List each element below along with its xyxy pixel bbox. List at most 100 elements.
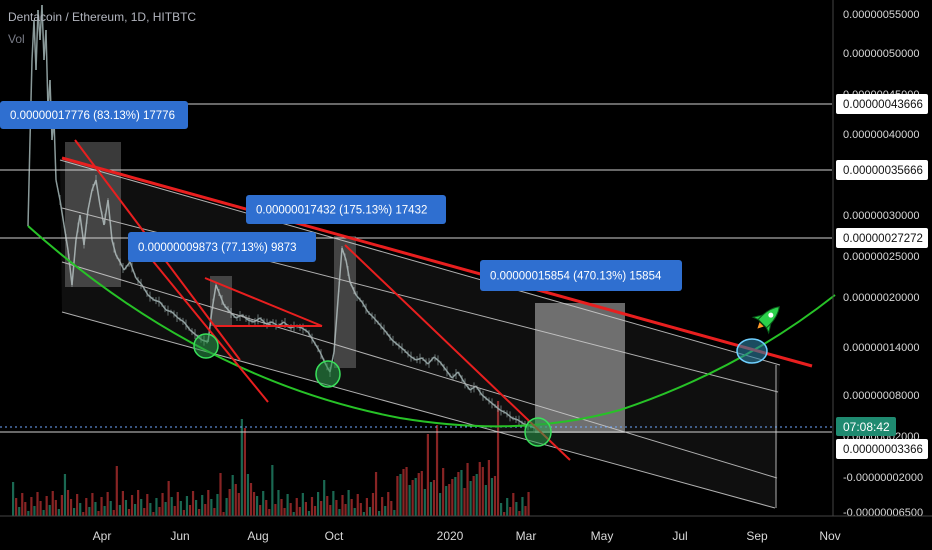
volume-bar xyxy=(435,425,439,516)
volume-bar xyxy=(42,510,45,516)
volume-bar xyxy=(97,511,100,516)
volume-bar xyxy=(347,490,350,516)
volume-bar xyxy=(442,468,445,516)
volume-bar xyxy=(518,511,521,516)
volume-bar xyxy=(426,434,429,516)
volume-bar xyxy=(30,497,33,516)
volume-bar xyxy=(88,507,91,516)
volume-bar xyxy=(146,494,149,516)
volume-bar xyxy=(350,499,353,516)
volume-bar xyxy=(231,475,234,516)
price-segment xyxy=(27,139,31,227)
price-segment xyxy=(35,9,39,71)
price-segment xyxy=(95,179,101,206)
volume-bar xyxy=(524,506,527,516)
triangle-line-top xyxy=(204,277,323,327)
touch-circle-2 xyxy=(315,360,341,388)
y-tick-label: 0.00000008000 xyxy=(843,390,919,402)
volume-bar xyxy=(249,483,253,516)
volume-bar xyxy=(219,473,222,516)
volume-bar xyxy=(79,503,82,516)
volume-bar xyxy=(66,490,70,516)
volume-bar xyxy=(289,503,292,516)
volume-bar xyxy=(191,491,195,516)
volume-bar xyxy=(320,501,323,516)
volume-bar xyxy=(304,502,307,516)
measurement-label-text: 0.00000017776 (83.13%) 17776 xyxy=(10,110,175,122)
volume-bar xyxy=(515,502,518,516)
volume-bar xyxy=(198,509,201,516)
volume-bar xyxy=(204,504,207,516)
volume-bar xyxy=(60,495,63,516)
volume-bar xyxy=(21,493,24,516)
volume-bar xyxy=(140,499,143,516)
volume-bar xyxy=(201,495,204,516)
volume-bar xyxy=(408,485,411,516)
volume-bar xyxy=(506,498,509,516)
volume-bar xyxy=(283,508,286,516)
volume-bar xyxy=(509,507,512,516)
volume-bar xyxy=(127,509,131,516)
volume-bar xyxy=(195,500,198,516)
volume-bar xyxy=(378,511,381,516)
volume-bar xyxy=(216,494,219,516)
volume-bar xyxy=(469,481,472,516)
volume-bar xyxy=(48,505,51,516)
volume-bar xyxy=(307,511,311,516)
volume-bar xyxy=(368,507,372,516)
volume-bar xyxy=(496,401,500,516)
volume-bar xyxy=(256,496,259,516)
volume-bar xyxy=(259,505,262,516)
countdown-text: 07:08:42 xyxy=(843,420,890,434)
volume-bar xyxy=(329,505,332,516)
volume-bar xyxy=(274,504,277,516)
price-label-text: 0.00000003366 xyxy=(843,444,923,456)
x-tick-label: Oct xyxy=(325,529,344,543)
measurement-label: 0.00000015854 (470.13%) 15854 xyxy=(480,260,682,291)
volume-bar xyxy=(234,484,237,516)
volume-bar xyxy=(161,493,164,516)
price-label: 0.00000043666 xyxy=(836,94,928,114)
y-tick-label: 0.00000055000 xyxy=(843,9,919,21)
price-segment xyxy=(55,179,61,201)
volume-bar xyxy=(390,501,393,516)
volume-bar xyxy=(143,508,146,516)
volume-bar xyxy=(243,428,246,516)
price-axis: 0.000000550000.000000500000.000000450000… xyxy=(832,0,928,519)
volume-bar xyxy=(445,486,448,516)
price-segment xyxy=(59,199,65,226)
volume-bar xyxy=(51,491,54,516)
touch-circle-4 xyxy=(736,338,768,364)
volume-bar xyxy=(298,507,301,516)
volume-bar xyxy=(405,467,408,516)
volume-bar xyxy=(466,463,469,516)
volume-bar xyxy=(292,512,295,516)
volume-bar xyxy=(94,502,97,516)
volume-bar xyxy=(439,493,442,516)
volume-bar xyxy=(381,497,384,516)
price-segment xyxy=(45,29,49,111)
volume-bar xyxy=(82,512,85,516)
volume-bar xyxy=(182,510,185,516)
volume-bar xyxy=(295,498,298,516)
volume-label: Vol xyxy=(8,32,25,46)
volume-bar xyxy=(124,500,128,516)
volume-bar xyxy=(335,500,338,516)
volume-bar xyxy=(411,480,414,516)
volume-bar xyxy=(384,506,387,516)
x-tick-label: Aug xyxy=(247,529,268,543)
volume-bar xyxy=(432,480,436,516)
measurement-label-text: 0.00000017432 (175.13%) 17432 xyxy=(256,205,427,217)
volume-bar xyxy=(277,490,280,516)
volume-bar xyxy=(396,476,399,516)
volume-bar xyxy=(451,479,454,516)
channel-line-mid2 xyxy=(61,261,778,479)
volume-bar xyxy=(36,492,39,516)
measure-box-4 xyxy=(535,303,625,433)
measurement-label: 0.00000009873 (77.13%) 9873 xyxy=(128,232,316,262)
volume-bar xyxy=(429,482,433,516)
measurement-label-text: 0.00000009873 (77.13%) 9873 xyxy=(138,242,297,254)
volume-bar xyxy=(15,498,18,516)
